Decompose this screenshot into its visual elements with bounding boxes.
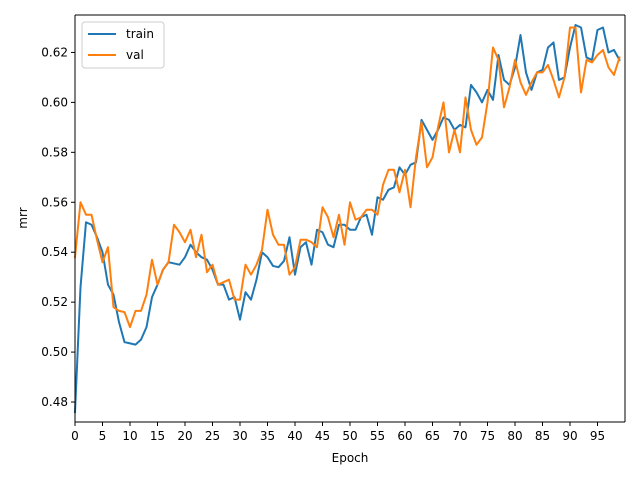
legend: train val	[81, 21, 165, 69]
y-tick-label: 0.52	[41, 295, 68, 309]
x-tick-label: 60	[397, 429, 412, 443]
x-tick-label: 75	[480, 429, 495, 443]
x-tick-label: 85	[535, 429, 550, 443]
series-line-val	[73, 26, 621, 329]
y-tick-label: 0.48	[41, 395, 68, 409]
x-tick-label: 10	[122, 429, 137, 443]
x-tick-label: 90	[562, 429, 577, 443]
axes-frame	[74, 14, 626, 423]
x-tick-label: 80	[507, 429, 522, 443]
y-tick-label: 0.50	[41, 345, 68, 359]
plot-area-background	[75, 15, 625, 422]
y-tick-label: 0.54	[41, 245, 68, 259]
x-tick-label: 0	[71, 429, 79, 443]
x-tick-label: 40	[287, 429, 302, 443]
y-tick-label: 0.56	[41, 195, 68, 209]
x-tick-label: 30	[232, 429, 247, 443]
x-tick-label: 20	[177, 429, 192, 443]
x-tick-label: 95	[590, 429, 605, 443]
x-tick-label: 65	[425, 429, 440, 443]
x-tick-label: 35	[260, 429, 275, 443]
y-tick-label: 0.58	[41, 145, 68, 159]
y-tick-label: 0.60	[41, 95, 68, 109]
x-tick-label: 25	[205, 429, 220, 443]
legend-label-train: train	[126, 27, 154, 41]
legend-label-val: val	[126, 48, 144, 62]
x-tick-label: 15	[150, 429, 165, 443]
series-layer	[73, 23, 621, 414]
y-tick-label: 0.62	[41, 45, 68, 59]
y-axis-label: mrr	[16, 207, 30, 228]
x-tick-label: 45	[315, 429, 330, 443]
x-axis-label: Epoch	[332, 451, 369, 465]
x-tick-label: 55	[370, 429, 385, 443]
y-axis-ticks: 0.48 0.50 0.52 0.54 0.56 0.58 0.60 0.62	[41, 45, 75, 409]
x-tick-label: 5	[99, 429, 107, 443]
x-tick-label: 50	[342, 429, 357, 443]
x-axis-ticks: 0 5 10 15 20 25 30 35 40 45 50 55 60 65 70 75 80 85 90 95	[71, 422, 605, 443]
x-tick-label: 70	[452, 429, 467, 443]
